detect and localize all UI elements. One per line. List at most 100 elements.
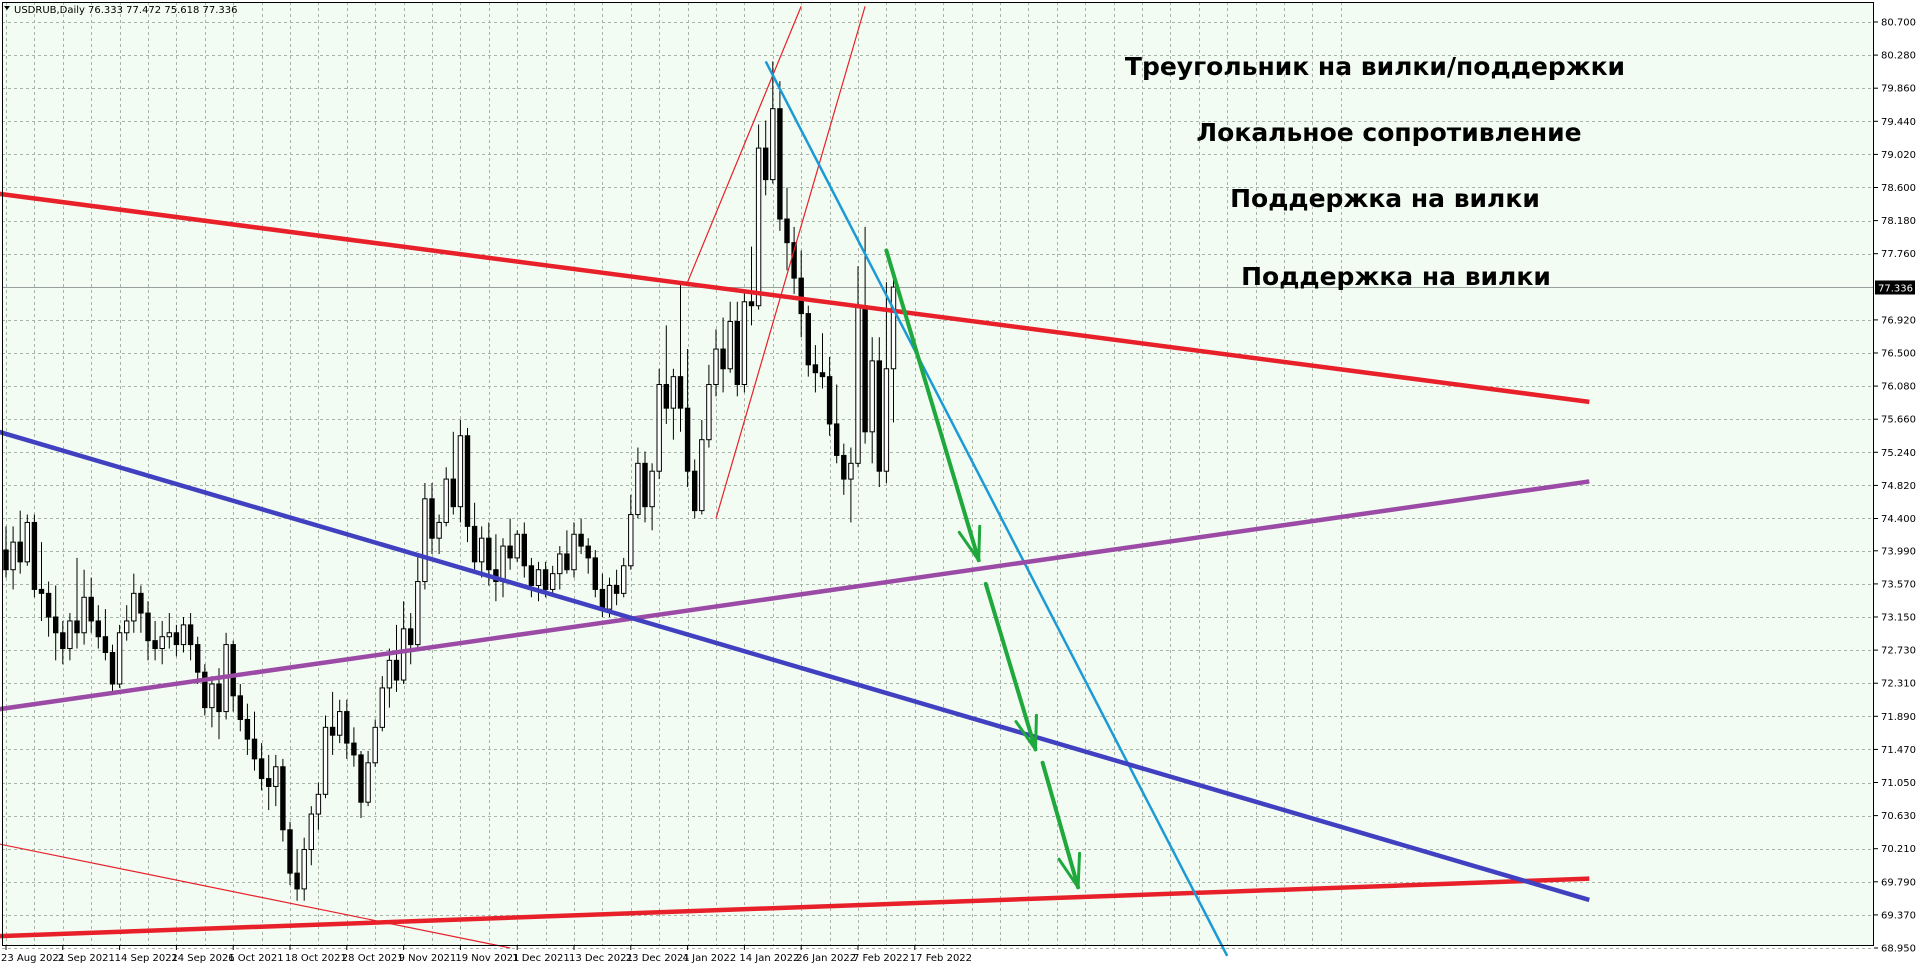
candle	[131, 573, 137, 633]
candle	[180, 617, 187, 653]
blue-support-line	[0, 429, 1590, 903]
candle-body	[727, 320, 733, 370]
candle	[67, 613, 73, 661]
candle-body	[301, 848, 307, 890]
candle-body	[258, 758, 265, 780]
candle	[564, 530, 570, 574]
candle-body	[116, 632, 123, 685]
candle	[677, 282, 684, 432]
candle	[145, 601, 151, 661]
candle-body	[457, 435, 464, 508]
candle-body	[528, 565, 535, 586]
price-axis: 80.700 80.280 79.860 79.440 79.020 78.600 78.1…	[1874, 18, 1916, 955]
candle-body	[713, 348, 719, 386]
candle-body	[613, 584, 620, 594]
candle-body	[280, 766, 286, 831]
candle-body	[195, 644, 201, 673]
candle	[24, 514, 31, 566]
candle	[393, 624, 400, 692]
candle-body	[216, 683, 222, 713]
candle	[876, 337, 882, 487]
candle	[670, 368, 677, 440]
price-tick-label: 80.700	[1881, 18, 1916, 29]
candle-body	[74, 620, 80, 634]
candle	[656, 368, 662, 480]
time-tick-label: 23 Dec 2021	[626, 953, 690, 964]
candle-body	[699, 439, 705, 512]
candle-body	[102, 636, 109, 653]
candle-body	[329, 726, 336, 736]
candle-body	[571, 533, 577, 571]
candle	[663, 325, 669, 424]
candle-body	[755, 147, 762, 307]
candle-body	[393, 659, 400, 681]
time-tick-label: 28 Oct 2021	[342, 953, 404, 964]
candle	[45, 581, 52, 637]
red-upper-line	[0, 191, 1590, 405]
time-tick-label: 17 Feb 2022	[910, 953, 972, 964]
candle	[109, 644, 116, 692]
candle-body	[88, 596, 94, 622]
candle-body	[741, 301, 748, 386]
candle-body	[663, 384, 669, 409]
candle	[237, 683, 244, 732]
time-tick-label: 2 Sep 2021	[58, 953, 115, 964]
candle-body	[337, 711, 343, 736]
arrow-head	[1076, 851, 1082, 889]
annotation-blue-support: Поддержка на вилки	[1241, 262, 1551, 291]
time-tick-label: 26 Jan 2022	[796, 953, 856, 964]
candle	[3, 526, 9, 578]
candle-body	[464, 435, 471, 527]
candle	[187, 613, 194, 661]
candle	[812, 345, 819, 393]
price-tick-label: 74.820	[1881, 481, 1916, 492]
green-arrow-3	[1040, 760, 1082, 890]
candle-body	[237, 695, 244, 720]
current-price-label-bg	[1875, 280, 1915, 295]
candle	[53, 585, 59, 661]
candle-body	[514, 533, 520, 559]
candle-body	[322, 726, 329, 795]
candle-body	[564, 553, 570, 571]
red-pitchfork-thin-left	[687, 6, 802, 283]
candle-body	[890, 286, 897, 370]
forecast-arrows	[884, 248, 1082, 890]
candle-body	[450, 478, 457, 508]
candle	[869, 337, 875, 464]
candle-body	[315, 793, 322, 815]
candle	[216, 668, 222, 740]
green-arrow-1	[884, 248, 982, 563]
time-tick-label: 4 Jan 2022	[683, 953, 737, 964]
candle-body	[748, 301, 755, 307]
price-tick-label: 70.630	[1881, 811, 1916, 822]
price-tick-label: 78.180	[1881, 216, 1916, 227]
candle-body	[592, 557, 598, 590]
candle	[95, 605, 101, 649]
candle-body	[805, 313, 811, 366]
arrow-shaft	[884, 248, 981, 563]
candle-body	[365, 762, 371, 803]
candle-body	[109, 651, 116, 685]
chart-header: USDRUB,Daily 76.333 77.472 75.618 77.336	[4, 5, 238, 16]
candle	[273, 754, 279, 807]
candle	[457, 419, 464, 523]
candle	[883, 282, 890, 484]
candle-body	[372, 726, 378, 764]
price-tick-label: 80.280	[1881, 51, 1916, 62]
candle-body	[599, 588, 606, 610]
candle-body	[131, 592, 137, 622]
candle-body	[138, 592, 144, 614]
green-arrow-2	[983, 581, 1038, 752]
annotation-purple-support: Поддержка на вилки	[1230, 184, 1540, 213]
price-tick-label: 71.890	[1881, 712, 1916, 723]
candle	[372, 719, 378, 767]
annotation-red-triangle: Треугольник на вилки/поддержки	[1125, 52, 1625, 81]
candle-body	[386, 659, 393, 689]
ohlc-values: 76.333 77.472 75.618 77.336	[88, 5, 238, 16]
candle-body	[578, 533, 584, 547]
candle	[38, 542, 45, 621]
candle-body	[763, 147, 769, 181]
candle	[763, 120, 769, 196]
chart-menu-triangle-icon[interactable]	[4, 6, 10, 10]
candle-body	[358, 754, 364, 803]
